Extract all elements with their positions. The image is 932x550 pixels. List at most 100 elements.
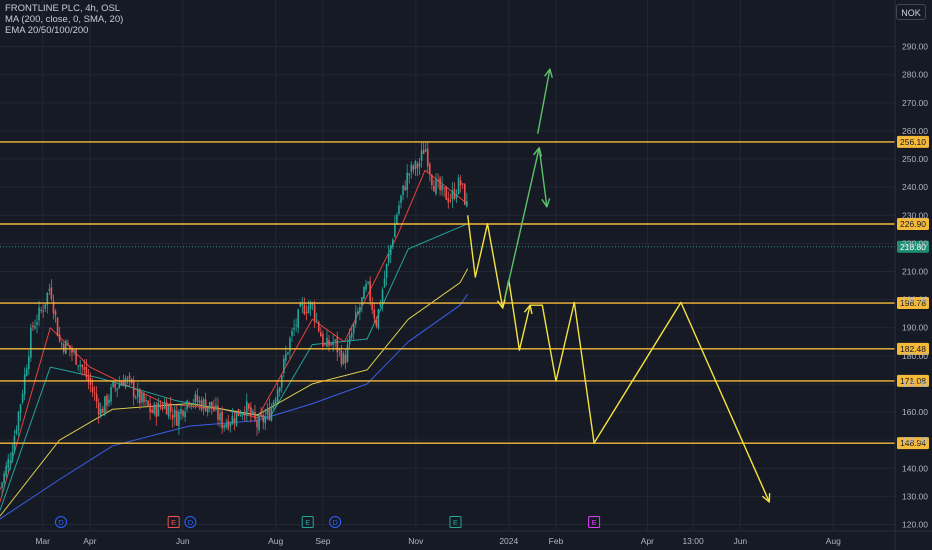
dividend-marker[interactable] [329,516,342,528]
candle-body [418,163,421,167]
y-tick-label: 240.00 [902,182,928,192]
candle-body [77,365,79,367]
level-label: 148.94 [900,438,926,448]
candle-body [346,344,349,362]
candle-body [93,392,96,394]
level-label-bg [897,374,929,387]
candle-body [176,410,178,426]
candle-body [102,408,104,413]
candle-body [235,411,238,426]
candle-body [85,366,88,378]
time-axis[interactable]: Mar Apr Jun Aug Sep Nov 2024 Feb Apr 13:00 Jun Aug [0,530,932,546]
level-label-bg [897,437,929,450]
candle-body [422,150,425,154]
candle-body [289,337,291,352]
support-resistance-levels[interactable]: 256.10 226.90 198.78 182.48 171.08 148.94 218.… [0,135,929,450]
price-axis[interactable]: 120.00 130.00 140.00 150.00 160.00 170.00 180.… [894,0,928,550]
candle-body [463,183,466,205]
candle-body [291,331,293,336]
event-marker-label: D [332,518,338,527]
projection-path-2[interactable] [502,147,540,309]
ema-indicator-label[interactable]: EMA 20/50/100/200 [5,25,89,36]
candle-body [426,148,429,167]
candle-body [165,402,168,415]
candle-body [143,393,145,403]
candle-body [354,312,357,324]
candle-body [233,418,236,423]
candle-body [114,383,116,388]
x-tick-label: Jun [733,536,747,546]
candle-body [420,150,423,161]
candle-body [385,263,388,278]
candle-body [73,350,75,352]
candle-body [389,245,392,256]
candle-body [178,411,180,427]
currency-button[interactable]: NOK [896,4,926,20]
candle-body [198,400,201,403]
x-tick-label: 13:00 [682,536,704,546]
candle-body [139,389,141,404]
earnings-marker[interactable] [301,516,314,528]
candle-body [227,420,230,429]
symbol-title: FRONTLINE PLC, 4h, OSL [5,3,121,14]
dividend-marker[interactable] [54,516,67,528]
candle-body [258,416,260,431]
candle-body [239,415,242,417]
candle-body [410,164,413,172]
candle-body [439,178,441,191]
candle-body [52,300,55,314]
event-marker-label: E [592,518,597,527]
candle-body [311,303,314,305]
candle-body [455,193,458,199]
y-tick-label: 170.00 [902,379,928,389]
candle-body [7,459,10,468]
candle-body [211,401,213,408]
candle-body [256,420,258,428]
projection-paths[interactable] [467,68,771,503]
level-label-bg [897,217,929,230]
candle-body [373,309,376,319]
event-marker-label: D [188,518,194,527]
candle-body [36,322,38,325]
candle-body [266,409,269,415]
level-label: 226.90 [900,219,926,229]
candle-body [21,393,24,403]
projection-path-3[interactable] [538,147,548,207]
y-tick-label: 180.00 [902,351,928,361]
projection-path-4[interactable] [537,68,551,134]
candle-body [338,349,341,351]
candle-body [322,333,324,347]
candle-body [369,281,371,302]
candle-body [65,340,67,354]
candle-body [171,414,174,419]
candle-body [112,382,114,387]
candle-body [9,460,12,462]
candle-body [192,402,195,404]
candle-body [262,415,265,423]
candle-body [202,399,205,409]
candle-body [200,400,203,410]
earnings-marker[interactable] [449,516,462,528]
ma-indicator-label[interactable]: MA (200, close, 0, SMA, 20) [5,14,124,25]
candle-body [38,307,40,321]
candle-body [457,177,460,195]
candle-body [317,321,320,332]
dividend-marker[interactable] [184,516,197,528]
candle-body [153,404,156,414]
projection-arrowhead [544,68,553,78]
x-tick-label: 2024 [499,536,518,546]
projection-arrowhead [761,492,771,503]
level-label-bg [897,297,929,310]
earnings-marker[interactable] [167,516,180,528]
earnings-marker[interactable] [588,516,601,528]
candle-body [375,319,378,327]
candle-body [396,214,398,224]
candle-body [182,410,184,416]
candle-body [204,399,207,412]
candle-body [128,375,131,379]
candle-body [229,423,232,427]
candle-body [208,402,211,408]
candle-body [145,400,147,402]
